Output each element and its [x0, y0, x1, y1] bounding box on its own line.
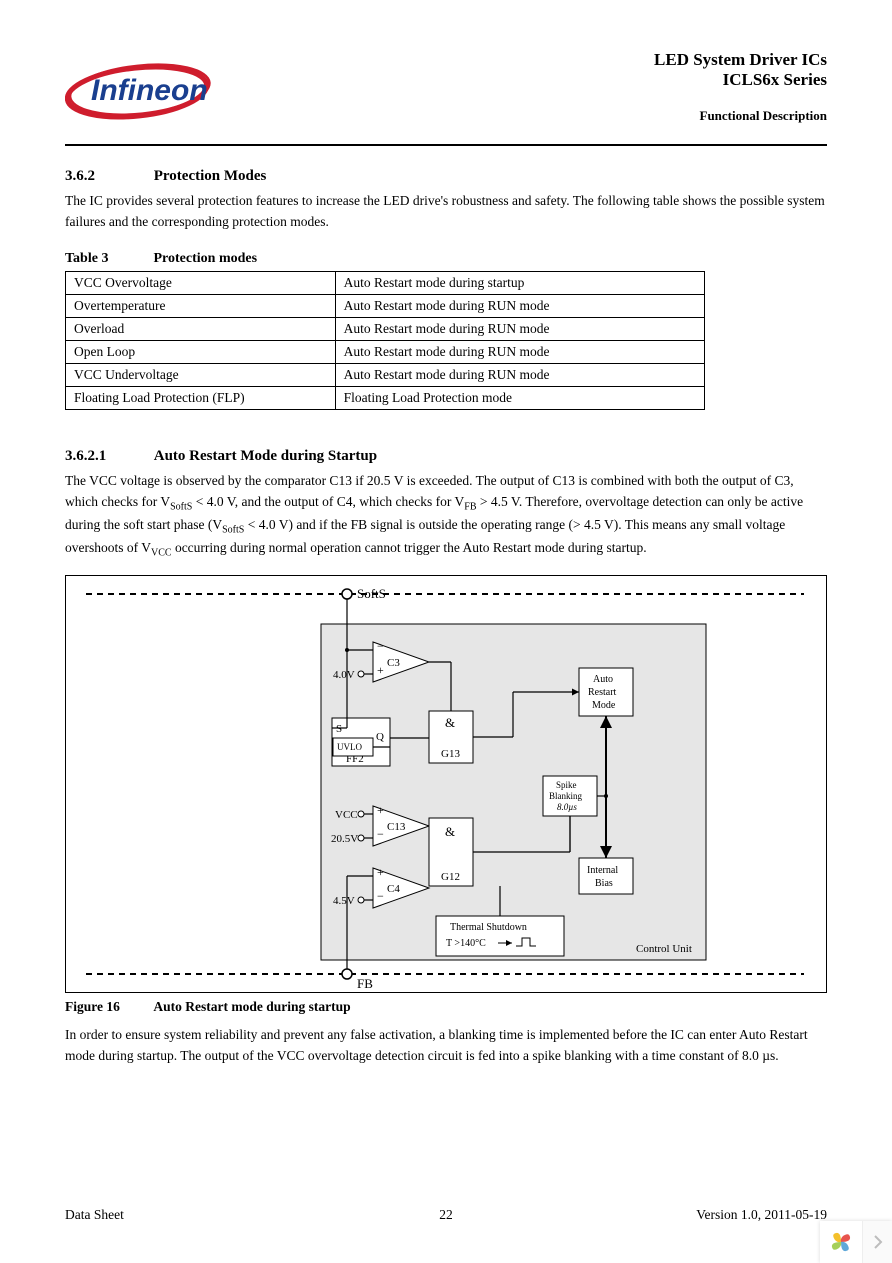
- header-right-block: LED System Driver ICs ICLS6x Series Func…: [654, 50, 827, 124]
- figure-title: Auto Restart mode during startup: [153, 999, 350, 1014]
- svg-text:Mode: Mode: [592, 700, 616, 711]
- table-row: VCC UndervoltageAuto Restart mode during…: [66, 363, 705, 386]
- svg-text:−: −: [377, 639, 384, 653]
- table-cell: Open Loop: [66, 340, 336, 363]
- table-row: Open LoopAuto Restart mode during RUN mo…: [66, 340, 705, 363]
- svg-text:G12: G12: [441, 871, 460, 883]
- figure-caption: Figure 16 Auto Restart mode during start…: [65, 999, 827, 1015]
- svg-text:UVLO: UVLO: [337, 742, 362, 752]
- page-header: Infineon LED System Driver ICs ICLS6x Se…: [65, 50, 827, 140]
- svg-text:Blanking: Blanking: [549, 791, 582, 801]
- svg-text:&: &: [445, 824, 455, 839]
- footer-page-number: 22: [439, 1207, 453, 1223]
- table-cell: Auto Restart mode during RUN mode: [335, 317, 704, 340]
- viewer-logo-icon[interactable]: [820, 1221, 862, 1263]
- section-title: Protection Modes: [154, 168, 267, 184]
- table-cell: Auto Restart mode during RUN mode: [335, 294, 704, 317]
- svg-text:+: +: [377, 663, 384, 677]
- svg-text:G13: G13: [441, 748, 460, 760]
- svg-text:VCC: VCC: [335, 809, 358, 821]
- section-category: Functional Description: [654, 108, 827, 124]
- table-cell: Auto Restart mode during startup: [335, 271, 704, 294]
- svg-text:20.5V: 20.5V: [331, 833, 358, 845]
- product-title-line2: ICLS6x Series: [654, 70, 827, 90]
- table-row: VCC OvervoltageAuto Restart mode during …: [66, 271, 705, 294]
- section-heading: 3.6.2 Protection Modes: [65, 168, 827, 185]
- svg-text:+: +: [377, 803, 384, 817]
- svg-text:S: S: [336, 723, 342, 735]
- svg-text:4.0V: 4.0V: [333, 669, 355, 681]
- table-row: OvertemperatureAuto Restart mode during …: [66, 294, 705, 317]
- table-label: Table 3: [65, 251, 150, 267]
- figure-label: Figure 16: [65, 999, 150, 1015]
- svg-text:4.5V: 4.5V: [333, 895, 355, 907]
- svg-text:&: &: [445, 715, 455, 730]
- svg-text:Control Unit: Control Unit: [636, 943, 692, 955]
- svg-text:Infineon: Infineon: [91, 74, 208, 107]
- footer-left: Data Sheet: [65, 1207, 124, 1223]
- company-logo: Infineon: [65, 50, 235, 127]
- table-cell: Auto Restart mode during RUN mode: [335, 340, 704, 363]
- figure-auto-restart-diagram: SoftSFB4.0V+−C3SRQFF2UVLOUVLO&G13AutoRes…: [65, 575, 827, 993]
- subsection-number: 3.6.2.1: [65, 448, 150, 465]
- svg-text:C3: C3: [387, 657, 400, 669]
- table-title: Protection modes: [154, 251, 258, 266]
- table-caption: Table 3 Protection modes: [65, 251, 827, 267]
- svg-text:8.0µs: 8.0µs: [557, 802, 577, 812]
- svg-text:Bias: Bias: [595, 878, 613, 889]
- table-cell: Floating Load Protection (FLP): [66, 386, 336, 409]
- table-cell: VCC Overvoltage: [66, 271, 336, 294]
- svg-text:+: +: [377, 865, 384, 879]
- closing-para: In order to ensure system reliability an…: [65, 1025, 827, 1067]
- svg-text:SoftS: SoftS: [357, 586, 386, 601]
- svg-text:Thermal Shutdown: Thermal Shutdown: [450, 922, 527, 933]
- next-page-button[interactable]: [862, 1221, 892, 1263]
- viewer-toolbar: [820, 1221, 892, 1263]
- product-title-line1: LED System Driver ICs: [654, 50, 827, 70]
- protection-modes-table: VCC OvervoltageAuto Restart mode during …: [65, 271, 705, 410]
- svg-text:Restart: Restart: [588, 687, 617, 698]
- table-cell: Overload: [66, 317, 336, 340]
- chevron-right-icon: [873, 1235, 883, 1249]
- subsection-title: Auto Restart Mode during Startup: [154, 448, 377, 464]
- table-cell: Overtemperature: [66, 294, 336, 317]
- section-intro-para: The IC provides several protection featu…: [65, 191, 827, 233]
- table-cell: Auto Restart mode during RUN mode: [335, 363, 704, 386]
- table-row: OverloadAuto Restart mode during RUN mod…: [66, 317, 705, 340]
- header-rule: [65, 144, 827, 146]
- svg-text:Spike: Spike: [556, 780, 577, 790]
- table-cell: Floating Load Protection mode: [335, 386, 704, 409]
- svg-text:Q: Q: [376, 731, 384, 743]
- subsection-para: The VCC voltage is observed by the compa…: [65, 471, 827, 561]
- page-footer: Data Sheet 22 Version 1.0, 2011-05-19: [65, 1207, 827, 1223]
- svg-text:C4: C4: [387, 883, 400, 895]
- table-cell: VCC Undervoltage: [66, 363, 336, 386]
- svg-text:T >140°C: T >140°C: [446, 938, 486, 949]
- svg-text:Auto: Auto: [593, 674, 613, 685]
- section-number: 3.6.2: [65, 168, 150, 185]
- svg-text:−: −: [377, 827, 384, 841]
- svg-text:C13: C13: [387, 821, 406, 833]
- table-row: Floating Load Protection (FLP)Floating L…: [66, 386, 705, 409]
- svg-text:Internal: Internal: [587, 865, 618, 876]
- subsection-heading: 3.6.2.1 Auto Restart Mode during Startup: [65, 448, 827, 465]
- svg-text:−: −: [377, 889, 384, 903]
- svg-text:FB: FB: [357, 976, 373, 991]
- footer-version: Version 1.0, 2011-05-19: [696, 1207, 827, 1223]
